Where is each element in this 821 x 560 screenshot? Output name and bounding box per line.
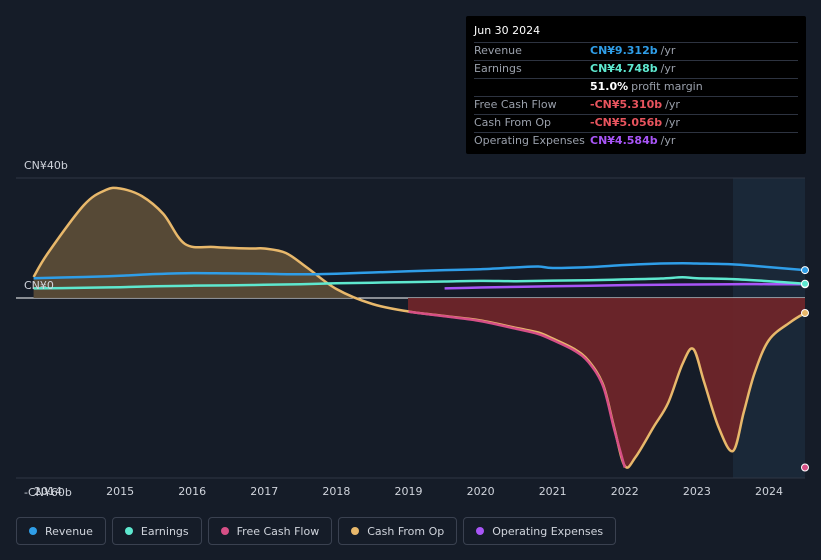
tooltip-row-value: -CN¥5.056b: [590, 116, 663, 129]
x-tick-label: 2023: [683, 485, 711, 498]
legend-dot-icon: [220, 527, 229, 535]
earnings-line: [33, 276, 806, 290]
x-tick-label: 2024: [755, 485, 783, 498]
tooltip-row-value: CN¥9.312b: [590, 44, 658, 57]
legend-dot-icon: [124, 527, 133, 535]
tooltip-row-unit: /yr: [665, 98, 680, 111]
x-tick-label: 2022: [611, 485, 639, 498]
cash-from-op-area-negative: [408, 298, 805, 468]
legend: Revenue Earnings Free Cash Flow Cash From O…: [16, 517, 617, 547]
tooltip: Jun 30 2024 Revenue CN¥9.312b/yr Earnings C…: [466, 16, 806, 154]
tooltip-row-label: Earnings: [474, 62, 522, 75]
earnings-endpoint: [801, 279, 809, 288]
revenue-endpoint: [801, 266, 809, 275]
series-endpoints: [801, 266, 809, 472]
tooltip-row: Free Cash Flow -CN¥5.310b/yr: [474, 97, 798, 115]
legend-label: Revenue: [45, 524, 93, 538]
tooltip-row-unit: /yr: [660, 134, 676, 147]
tooltip-row-value: CN¥4.584b: [590, 134, 658, 147]
legend-label: Cash From Op: [367, 524, 445, 538]
x-tick-label: 2014: [34, 485, 62, 498]
tooltip-row-label: Operating Expenses: [474, 134, 585, 147]
tooltip-row: Revenue CN¥9.312b/yr: [474, 43, 798, 61]
tooltip-row-label: Revenue: [474, 44, 522, 57]
cash-from-op-endpoint: [801, 309, 809, 317]
tooltip-rows: Revenue CN¥9.312b/yr Earnings CN¥4.748b/yr 5…: [474, 43, 798, 150]
tooltip-date: Jun 30 2024: [474, 24, 798, 43]
y-axis-labels: CN¥40b CN¥0 -CN¥60b: [24, 159, 72, 499]
legend-item-operating-expenses[interactable]: Operating Expenses: [463, 517, 617, 545]
legend-item-cash-from-op[interactable]: Cash From Op: [338, 517, 458, 545]
x-tick-label: 2018: [322, 485, 350, 498]
tooltip-row-unit: /yr: [660, 62, 676, 75]
tooltip-row: Cash From Op -CN¥5.056b/yr: [474, 115, 798, 133]
free-cash-flow-endpoint: [801, 463, 809, 472]
x-tick-label: 2019: [395, 485, 423, 498]
x-tick-label: 2020: [467, 485, 495, 498]
legend-item-free-cash-flow[interactable]: Free Cash Flow: [207, 517, 333, 545]
tooltip-row-label: Cash From Op: [474, 116, 552, 129]
tooltip-row-unit: /yr: [660, 44, 676, 57]
x-tick-label: 2021: [539, 485, 567, 498]
cash-from-op-area-positive: [33, 187, 805, 298]
tooltip-row-value: CN¥4.748b: [590, 62, 658, 75]
legend-label: Operating Expenses: [492, 524, 604, 538]
legend-item-revenue[interactable]: Revenue: [16, 517, 106, 545]
tooltip-row-value: 51.0%: [590, 80, 629, 93]
y-label: -CN¥60b: [24, 486, 72, 499]
tooltip-row-unit: /yr: [665, 116, 680, 129]
area-fills: [33, 187, 805, 468]
legend-dot-icon: [351, 527, 360, 535]
tooltip-row: 51.0% profit margin: [474, 79, 798, 97]
x-tick-label: 2017: [250, 485, 278, 498]
tooltip-row: Operating Expenses CN¥4.584b/yr: [474, 133, 798, 150]
legend-dot-icon: [29, 527, 37, 535]
legend-label: Earnings: [140, 524, 189, 538]
legend-dot-icon: [476, 527, 485, 535]
operating-expenses-line: [444, 282, 806, 290]
tooltip-row-unit: profit margin: [631, 80, 703, 93]
revenue-line: [33, 261, 806, 280]
free-cash-flow-line: [408, 310, 627, 468]
legend-item-earnings[interactable]: Earnings: [111, 517, 202, 545]
x-tick-label: 2015: [106, 485, 134, 498]
tooltip-row-label: Free Cash Flow: [474, 98, 557, 111]
y-label: CN¥40b: [24, 159, 68, 172]
x-axis-labels: 2014 2015 2016 2017 2018 2019 2020 2021 2022 2023…: [34, 485, 783, 498]
tooltip-row: Earnings CN¥4.748b/yr: [474, 61, 798, 79]
series-lines: [32, 186, 806, 469]
y-label: CN¥0: [24, 279, 54, 292]
x-tick-label: 2016: [178, 485, 206, 498]
legend-label: Free Cash Flow: [236, 524, 320, 538]
tooltip-row-value: -CN¥5.310b: [590, 98, 663, 111]
cash-from-op-line: [32, 186, 806, 469]
tooltip-row-label: [474, 79, 590, 96]
